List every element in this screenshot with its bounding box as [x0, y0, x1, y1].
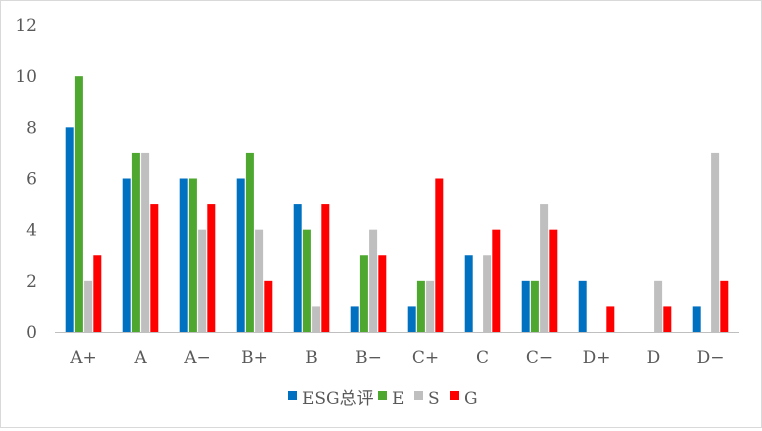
bars-group — [65, 76, 729, 332]
bar-esg-total-5 — [350, 306, 359, 332]
bar-esg-total-9 — [578, 280, 587, 332]
bar-s-1 — [141, 152, 150, 332]
legend-swatch — [414, 391, 423, 400]
bar-g-4 — [321, 204, 330, 332]
bar-e-4 — [302, 229, 311, 332]
legend-swatch — [288, 391, 297, 400]
bar-g-11 — [720, 280, 729, 332]
bar-esg-total-7 — [464, 255, 473, 332]
bar-s-6 — [426, 280, 435, 332]
bar-s-10 — [654, 280, 663, 332]
y-tick-label: 8 — [26, 118, 37, 138]
bar-g-10 — [663, 306, 672, 332]
bar-g-9 — [606, 306, 615, 332]
bar-e-2 — [188, 178, 197, 332]
legend-label: E — [392, 389, 404, 409]
y-tick-label: 12 — [15, 16, 37, 36]
bar-s-2 — [198, 229, 207, 332]
bar-esg-total-2 — [179, 178, 188, 332]
bar-esg-total-0 — [65, 127, 74, 332]
bar-esg-total-11 — [692, 306, 701, 332]
y-tick-label: 6 — [26, 170, 37, 190]
x-tick-label: D− — [697, 348, 725, 368]
bar-g-0 — [93, 255, 102, 332]
x-tick-label: B− — [355, 348, 382, 368]
bar-s-4 — [312, 306, 321, 332]
legend-swatch — [378, 391, 387, 400]
x-tick-label: B+ — [241, 348, 268, 368]
y-axis-ticks: 0 2 4 6 8 10 12 — [15, 16, 37, 343]
bar-g-3 — [264, 280, 273, 332]
legend: ESG总评 E S G — [288, 389, 478, 409]
legend-label: G — [464, 389, 478, 409]
bar-e-3 — [245, 152, 254, 332]
bar-esg-total-6 — [407, 306, 416, 332]
bar-s-7 — [483, 255, 492, 332]
y-tick-label: 2 — [26, 272, 37, 292]
y-tick-label: 4 — [26, 221, 37, 241]
bar-e-1 — [131, 152, 140, 332]
bar-g-7 — [492, 229, 501, 332]
bar-s-8 — [540, 204, 549, 332]
bar-s-3 — [255, 229, 264, 332]
bar-g-5 — [378, 255, 387, 332]
bar-esg-total-1 — [122, 178, 131, 332]
bar-g-2 — [207, 204, 216, 332]
x-tick-label: D+ — [583, 348, 611, 368]
bar-g-6 — [435, 178, 444, 332]
bar-esg-total-3 — [236, 178, 245, 332]
legend-swatch — [450, 391, 459, 400]
x-tick-label: A+ — [69, 348, 97, 368]
bar-esg-total-4 — [293, 204, 302, 332]
y-tick-label: 10 — [15, 67, 37, 87]
bar-esg-total-8 — [521, 280, 530, 332]
x-tick-label: A− — [183, 348, 211, 368]
legend-label: ESG总评 — [302, 389, 374, 409]
bar-g-1 — [150, 204, 159, 332]
legend-label: S — [428, 389, 440, 409]
x-tick-label: B — [305, 348, 318, 368]
bar-e-8 — [530, 280, 539, 332]
bar-s-11 — [711, 152, 720, 332]
x-axis-ticks: A+ A A− B+ B B− C+ C C− D+ D D− — [69, 348, 724, 368]
bar-e-6 — [416, 280, 425, 332]
x-tick-label: D — [647, 348, 661, 368]
x-tick-label: A — [133, 348, 147, 368]
x-tick-label: C — [476, 348, 489, 368]
bar-g-8 — [549, 229, 558, 332]
bar-s-5 — [369, 229, 378, 332]
bar-e-0 — [74, 76, 83, 332]
x-tick-label: C− — [526, 348, 553, 368]
x-tick-label: C+ — [412, 348, 439, 368]
y-tick-label: 0 — [26, 323, 37, 343]
bar-s-0 — [84, 280, 93, 332]
bar-e-5 — [359, 255, 368, 332]
